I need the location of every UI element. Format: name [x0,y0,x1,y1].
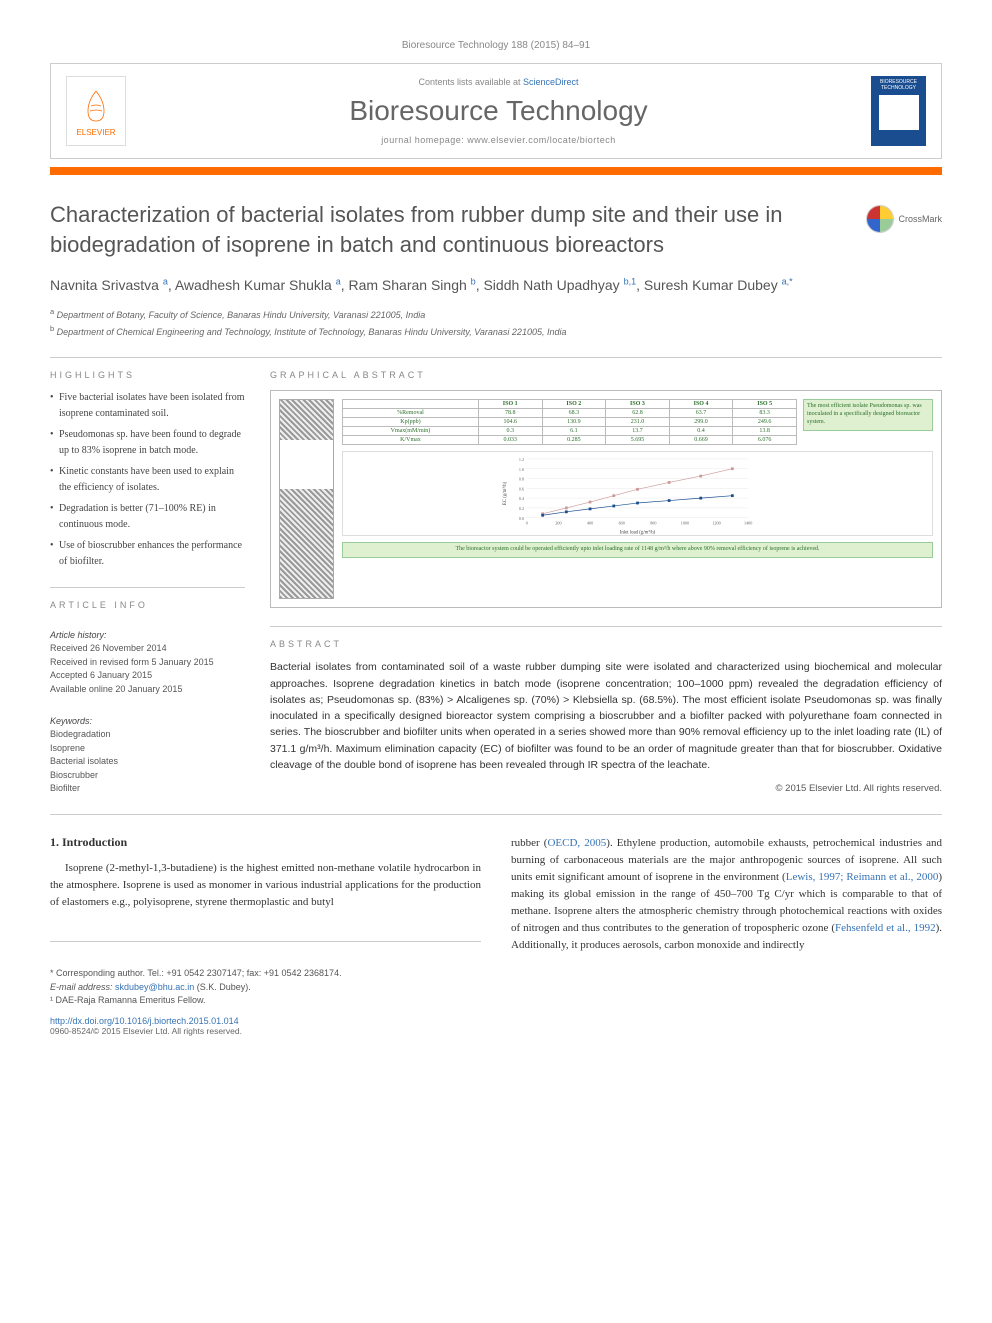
journal-homepage: journal homepage: www.elsevier.com/locat… [141,135,856,145]
publisher-name: ELSEVIER [76,128,115,137]
highlight-item: Use of bioscrubber enhances the performa… [50,538,245,569]
crossmark-icon [866,205,894,233]
highlight-item: Kinetic constants have been used to expl… [50,464,245,495]
abstract-text: Bacterial isolates from contaminated soi… [270,659,942,773]
body-col2: rubber (OECD, 2005). Ethylene production… [511,835,942,954]
highlights-heading: HIGHLIGHTS [50,370,245,380]
history-text: Received 26 November 2014Received in rev… [50,642,245,696]
svg-text:200: 200 [555,521,561,526]
journal-cover: BIORESOURCE TECHNOLOGY [871,76,926,146]
svg-text:800: 800 [650,521,656,526]
doi-line: http://dx.doi.org/10.1016/j.biortech.201… [50,1016,481,1026]
article-info-heading: ARTICLE INFO [50,600,245,610]
svg-text:1000: 1000 [681,521,689,526]
journal-header: ELSEVIER Contents lists available at Sci… [50,63,942,159]
highlight-item: Five bacterial isolates have been isolat… [50,390,245,421]
publisher-logo: ELSEVIER [66,76,126,146]
svg-text:EC (g/m³/h): EC (g/m³/h) [502,482,508,506]
svg-text:1200: 1200 [712,521,720,526]
svg-text:1400: 1400 [744,521,752,526]
ga-note-top: The most efficient isolate Pseudomonas s… [803,399,933,430]
corresponding-author: * Corresponding author. Tel.: +91 0542 2… [50,967,481,981]
svg-text:600: 600 [619,521,625,526]
highlight-item: Degradation is better (71–100% RE) in co… [50,501,245,532]
sciencedirect-link[interactable]: ScienceDirect [523,77,579,87]
graphical-abstract: ISO 1ISO 2ISO 3ISO 4ISO 5%Removal78.868.… [270,390,942,608]
journal-name: Bioresource Technology [141,95,856,127]
graphical-abstract-heading: GRAPHICAL ABSTRACT [270,370,942,380]
footnote-1: ¹ DAE-Raja Ramanna Emeritus Fellow. [50,994,481,1008]
ga-note-bottom: The bioreactor system could be operated … [342,542,933,558]
section-heading: 1. Introduction [50,835,481,850]
svg-text:0: 0 [526,521,528,526]
history-label: Article history: [50,630,245,640]
email-line: E-mail address: skdubey@bhu.ac.in (S.K. … [50,981,481,995]
svg-text:1.0: 1.0 [519,467,524,472]
crossmark-label: CrossMark [898,214,942,224]
email-link[interactable]: skdubey@bhu.ac.in [115,982,194,992]
svg-text:0.2: 0.2 [519,506,524,511]
ga-chart: 0.0 0.2 0.4 0.6 0.8 1.0 1.2 0 200 400 600 800 1000 12… [342,451,933,536]
svg-text:0.8: 0.8 [519,477,524,482]
accent-bar [50,167,942,175]
svg-text:Inlet load (g/m³/h): Inlet load (g/m³/h) [620,530,656,535]
running-head: Bioresource Technology 188 (2015) 84–91 [50,40,942,51]
svg-text:1.2: 1.2 [519,457,524,462]
bioreactor-diagram [279,399,334,599]
keywords-label: Keywords: [50,716,245,726]
abstract-copyright: © 2015 Elsevier Ltd. All rights reserved… [270,783,942,794]
article-title: Characterization of bacterial isolates f… [50,200,851,259]
affiliations: a Department of Botany, Faculty of Scien… [50,306,942,339]
highlight-item: Pseudomonas sp. have been found to degra… [50,427,245,458]
svg-text:0.0: 0.0 [519,516,524,521]
issn-copyright: 0960-8524/© 2015 Elsevier Ltd. All right… [50,1026,481,1036]
body-col1: Isoprene (2-methyl-1,3-butadiene) is the… [50,860,481,911]
svg-text:0.4: 0.4 [519,497,524,502]
crossmark-badge[interactable]: CrossMark [866,205,942,233]
highlights-list: Five bacterial isolates have been isolat… [50,390,245,569]
svg-text:0.6: 0.6 [519,487,524,492]
abstract-heading: ABSTRACT [270,639,942,649]
doi-link[interactable]: http://dx.doi.org/10.1016/j.biortech.201… [50,1016,239,1026]
contents-line: Contents lists available at ScienceDirec… [141,77,856,87]
keywords-text: BiodegradationIsopreneBacterial isolates… [50,728,245,796]
ga-data-table: ISO 1ISO 2ISO 3ISO 4ISO 5%Removal78.868.… [342,399,797,445]
footer-notes: * Corresponding author. Tel.: +91 0542 2… [50,967,481,1008]
author-list: Navnita Srivastva a, Awadhesh Kumar Shuk… [50,275,942,296]
svg-text:400: 400 [587,521,593,526]
